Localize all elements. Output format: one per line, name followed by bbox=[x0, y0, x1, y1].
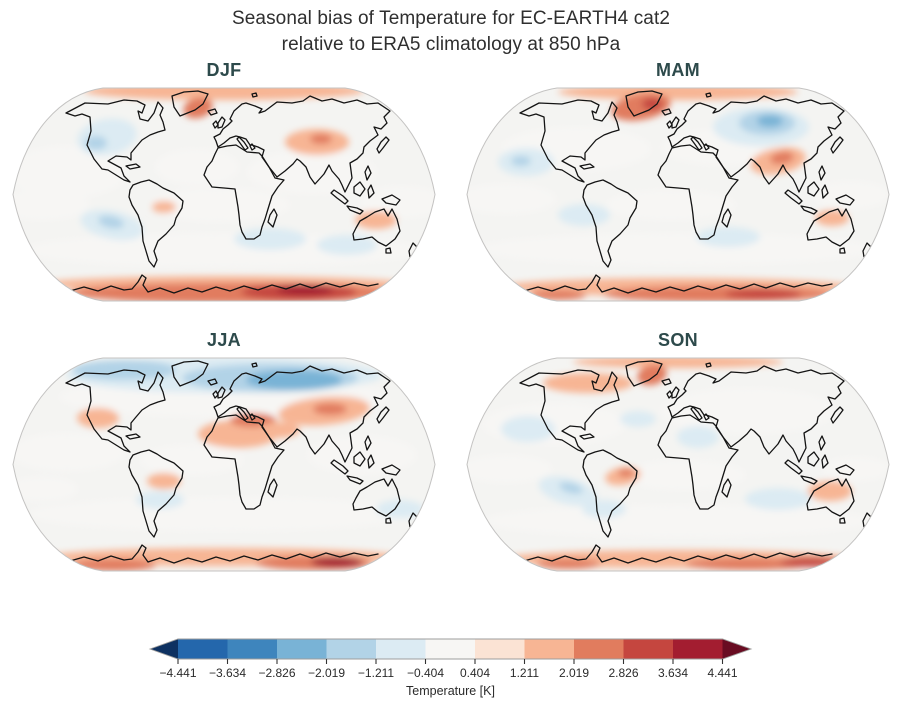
map-outline bbox=[12, 357, 436, 572]
colorbar-tick-label: −3.634 bbox=[209, 666, 246, 680]
colorbar-tick-label: −2.019 bbox=[308, 666, 345, 680]
colorbar-under-arrow bbox=[150, 639, 178, 659]
colorbar-tick-label: −1.211 bbox=[358, 666, 394, 680]
panel-mam: MAM bbox=[466, 60, 890, 302]
colorbar-tick-label: 2.826 bbox=[608, 666, 638, 680]
colorbar-segment bbox=[376, 639, 426, 659]
map-son bbox=[466, 357, 890, 572]
map-outline bbox=[466, 357, 890, 572]
figure-title-line1: Seasonal bias of Temperature for EC-EART… bbox=[231, 8, 671, 29]
colorbar: −4.441 −3.634 −2.826 −2.019 −1.211 −0.404 0.40… bbox=[0, 634, 902, 702]
colorbar-tick-label: −2.826 bbox=[258, 666, 295, 680]
colorbar-segment bbox=[227, 639, 278, 659]
colorbar-segment bbox=[673, 639, 723, 659]
colorbar-tick-label: −0.404 bbox=[407, 666, 444, 680]
panel-son: SON bbox=[466, 330, 890, 572]
panel-title-son: SON bbox=[658, 330, 698, 350]
coastlines bbox=[519, 360, 872, 564]
colorbar-segment bbox=[475, 639, 525, 659]
colorbar-segment bbox=[574, 639, 624, 659]
panel-jja: JJA bbox=[12, 330, 436, 572]
figure-title: Seasonal bias of Temperature for EC-EART… bbox=[0, 0, 902, 58]
colorbar-axis-label: Temperature [K] bbox=[406, 684, 495, 698]
map-djf bbox=[12, 87, 436, 302]
map-body-djf bbox=[13, 88, 435, 301]
colorbar-segment bbox=[178, 639, 228, 659]
map-grid: DJF MAM bbox=[0, 60, 902, 572]
map-body-son bbox=[467, 358, 889, 571]
map-body-mam bbox=[467, 88, 889, 301]
colorbar-segment bbox=[524, 639, 575, 659]
panel-title-djf: DJF bbox=[206, 60, 242, 80]
map-mam bbox=[466, 87, 890, 302]
colorbar-segment bbox=[277, 639, 327, 659]
map-outline bbox=[466, 87, 890, 302]
coastlines bbox=[65, 90, 418, 294]
colorbar-tick-label: −4.441 bbox=[159, 666, 196, 680]
colorbar-segment bbox=[326, 639, 377, 659]
coastlines bbox=[519, 90, 872, 294]
map-outline bbox=[12, 87, 436, 302]
colorbar-segment bbox=[425, 639, 476, 659]
coastlines bbox=[65, 360, 418, 564]
colorbar-tick-label: 0.404 bbox=[460, 666, 490, 680]
colorbar-tick-label: 4.441 bbox=[707, 666, 737, 680]
map-jja bbox=[12, 357, 436, 572]
colorbar-tick-label: 3.634 bbox=[658, 666, 688, 680]
colorbar-tick-label: 2.019 bbox=[559, 666, 589, 680]
panel-title-jja: JJA bbox=[207, 330, 241, 350]
panel-djf: DJF bbox=[12, 60, 436, 302]
map-body-jja bbox=[13, 358, 435, 571]
bias-field-mam bbox=[467, 88, 889, 301]
colorbar-svg: −4.441 −3.634 −2.826 −2.019 −1.211 −0.404 0.40… bbox=[148, 638, 753, 698]
colorbar-segment bbox=[623, 639, 674, 659]
figure-title-line2: relative to ERA5 climatology at 850 hPa bbox=[281, 34, 621, 55]
panel-title-mam: MAM bbox=[656, 60, 700, 80]
colorbar-over-arrow bbox=[722, 639, 751, 659]
colorbar-tick-label: 1.211 bbox=[510, 666, 539, 680]
